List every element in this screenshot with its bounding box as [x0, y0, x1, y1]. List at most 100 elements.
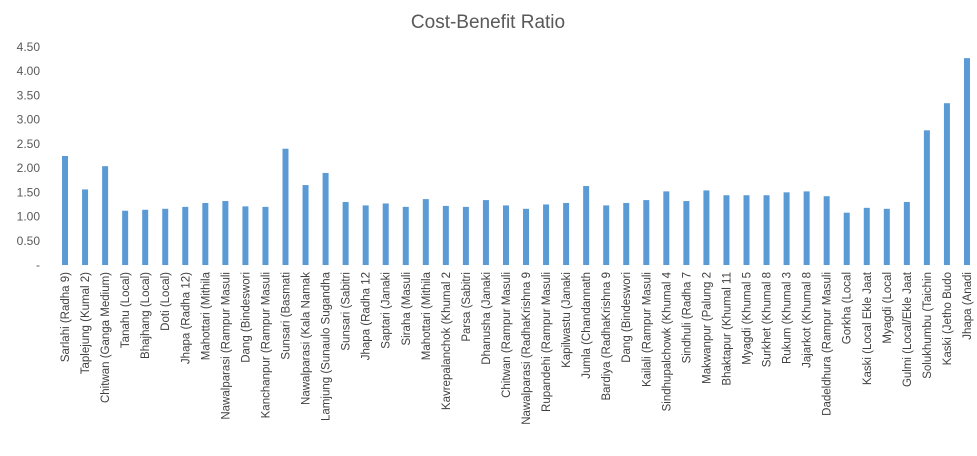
x-tick-label: Gorkha (Local	[842, 272, 854, 344]
bar	[322, 172, 329, 265]
bar	[482, 200, 489, 265]
bar	[102, 166, 109, 265]
x-tick-label: Kaski (Jetho Budo	[942, 272, 954, 365]
x-tick-label: Kailali (Rampur Masuli	[641, 272, 653, 387]
x-tick-label: Chitwan (Rampur Masuli	[501, 272, 513, 398]
x-tick-label: Makwanpur (Palung 2	[701, 272, 713, 384]
x-tick-label: Rukum (Khumal 3	[782, 272, 794, 364]
x-tick-label: Mahottari (Mithila	[200, 271, 212, 360]
bar	[222, 201, 229, 265]
bar	[82, 189, 89, 265]
bar	[342, 202, 349, 265]
y-tick-label: 2.50	[17, 137, 41, 151]
x-tick-label: Rupandehi (Rampur Masuli	[541, 272, 553, 412]
x-tick-label: Parsa (Sabitri	[461, 272, 473, 342]
x-tick-label: Sunsari (Basmati	[281, 272, 293, 360]
bar	[943, 103, 950, 265]
y-tick-label: 1.50	[17, 185, 41, 199]
chart-title: Cost-Benefit Ratio	[411, 12, 565, 33]
x-tick-label: Bhajhang (Local)	[140, 272, 152, 359]
x-tick-label: Gulmi (Local/Ekle Jaat	[902, 271, 914, 387]
x-tick-label: Dang (Bindeswori	[240, 272, 252, 363]
bar	[763, 195, 770, 265]
x-tick-label: Jhapa (Radha 12)	[180, 272, 192, 364]
bar	[62, 156, 69, 265]
y-tick-label: 3.00	[17, 113, 41, 127]
x-tick-label: Sunsari (Sabitri	[341, 272, 353, 351]
bar	[683, 201, 690, 265]
x-tick-label: Jhapa (Anadi	[962, 272, 974, 340]
x-axis: Sarlahi (Radha 9) Taplejung (Kumal 2) Chit…	[60, 271, 974, 425]
bar	[362, 205, 369, 265]
bar	[703, 190, 710, 265]
y-tick-label: 3.50	[17, 88, 41, 102]
x-tick-label: Lamjung (Sunaulo Sugandha	[321, 271, 333, 421]
bar	[863, 207, 870, 265]
bar	[883, 208, 890, 265]
bar	[302, 185, 309, 265]
bar	[242, 206, 249, 265]
x-tick-label: Kanchanpur (Rampur Masuli	[260, 272, 272, 418]
bar	[923, 130, 930, 265]
bar	[523, 208, 530, 265]
bar	[803, 191, 810, 265]
bar	[462, 206, 469, 265]
x-tick-label: Solukhumbu (Taichin	[922, 272, 934, 379]
bar	[502, 205, 509, 265]
x-tick-label: Saptari (Janaki	[381, 272, 393, 349]
x-tick-label: Kaski (Local Ekle Jaat	[862, 271, 874, 385]
x-tick-label: Doti (Local)	[160, 272, 172, 331]
bar	[543, 204, 550, 265]
x-tick-label: Nawalparasi (Rampur Masuli	[220, 272, 232, 420]
bar	[783, 192, 790, 265]
x-tick-label: Siraha (Masuli	[401, 272, 413, 346]
bar	[402, 206, 409, 265]
x-tick-label: Sindhuli (Radha 7	[681, 272, 693, 363]
bar	[663, 191, 670, 265]
x-tick-label: Nawalparasi (Kala Namak	[301, 272, 313, 405]
bar	[723, 195, 730, 265]
bar	[422, 199, 429, 265]
x-tick-label: Myagdi (Local	[882, 272, 894, 344]
bar	[963, 58, 970, 265]
x-tick-label: Kapilwastu (Janaki	[561, 272, 573, 368]
x-tick-label: Jumla (Chandannath	[581, 272, 593, 379]
x-tick-label: Myagdi (Khumal 5	[742, 272, 754, 365]
x-tick-label: Bardiya (RadhaKrishna 9	[601, 272, 613, 401]
bar	[823, 196, 830, 265]
bar	[182, 206, 189, 265]
bar	[843, 212, 850, 265]
x-tick-label: Dadeldhura (Rampur Masuli	[822, 272, 834, 416]
x-tick-label: Tanahu (Local)	[120, 272, 132, 348]
bar	[743, 195, 750, 265]
x-tick-label: Sarlahi (Radha 9)	[60, 272, 72, 362]
x-tick-label: Kavrepalanchok (Khumal 2	[441, 272, 453, 410]
y-tick-label: 0.50	[17, 234, 41, 248]
x-tick-label: Taplejung (Kumal 2)	[80, 272, 92, 374]
bar	[563, 202, 570, 265]
y-tick-label: 1.00	[17, 210, 41, 224]
x-tick-label: Chitwan (Ganga Medium)	[100, 272, 112, 403]
bar	[603, 205, 610, 265]
x-tick-label: Dang (Bindeswori	[621, 272, 633, 363]
x-tick-label: Surkhet (Khumal 8	[762, 272, 774, 367]
x-tick-label: Jajarkot (Khumal 8	[802, 272, 814, 368]
bar	[583, 186, 590, 265]
x-tick-label: Sindhupalchowk (Khumal 4	[661, 271, 673, 411]
x-tick-label: Dhanusha (Janaki	[481, 272, 493, 365]
y-tick-label: -	[36, 258, 40, 272]
bar	[122, 210, 129, 265]
bar	[382, 203, 389, 265]
bar	[903, 202, 910, 265]
bar	[623, 202, 630, 265]
y-tick-label: 4.00	[17, 64, 41, 78]
y-tick-label: 2.00	[17, 161, 41, 175]
x-tick-label: Nawalparasi (RadhaKrishna 9	[521, 272, 533, 425]
bar	[202, 202, 209, 265]
bars	[62, 58, 970, 265]
bar	[643, 200, 650, 265]
bar	[442, 205, 449, 265]
y-tick-label: 4.50	[17, 40, 41, 54]
bar	[142, 209, 149, 265]
